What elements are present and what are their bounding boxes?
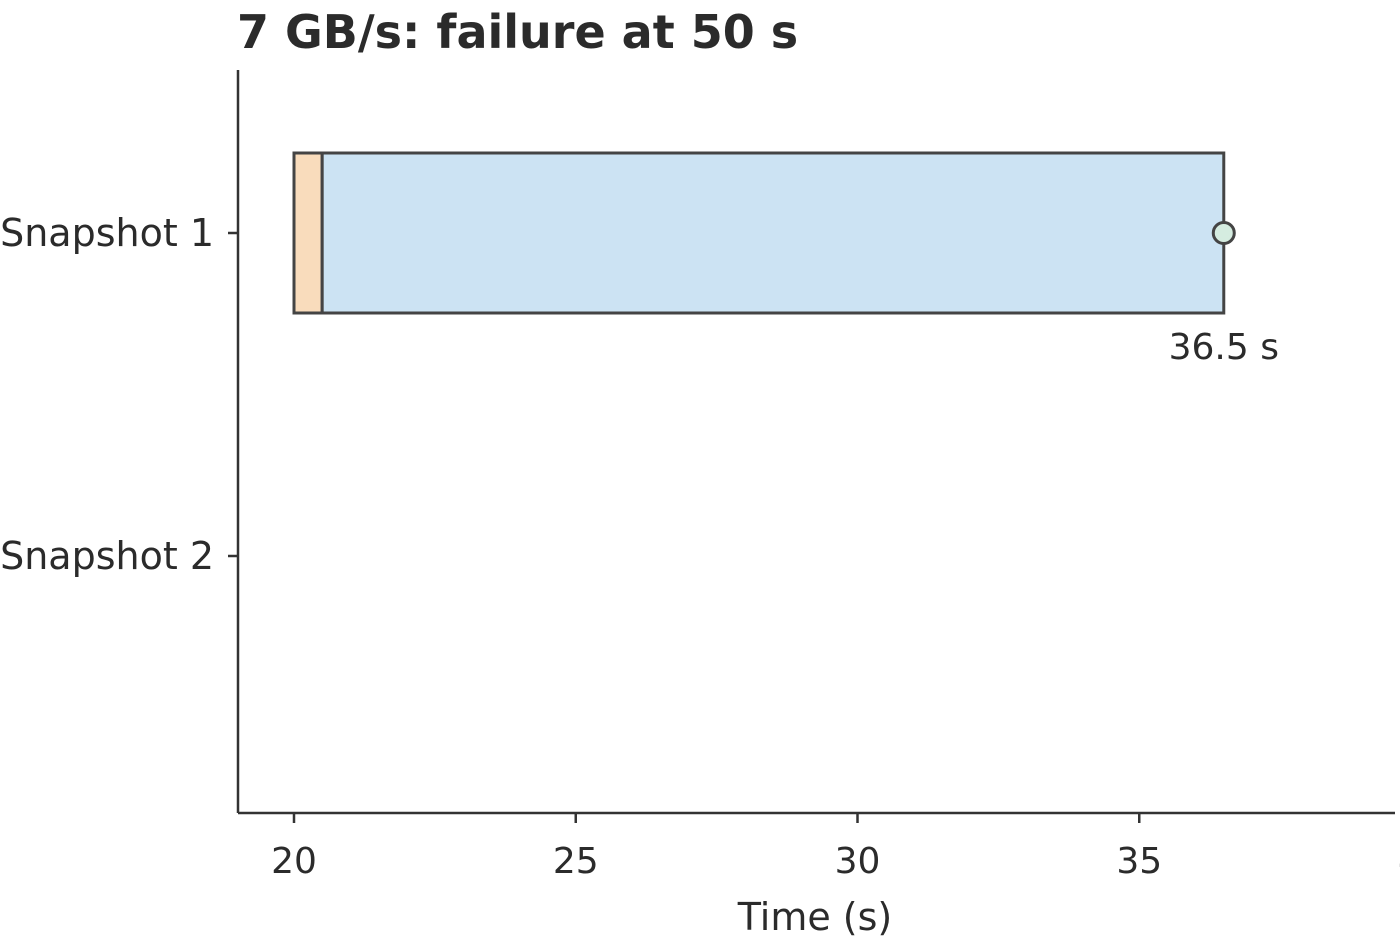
x-tick-label: 25	[553, 841, 599, 882]
x-tick-label: 20	[271, 841, 317, 882]
bars-group: 36.5 s56.5 s	[292, 151, 1279, 368]
x-axis-title: Time (s)	[737, 895, 893, 939]
prep-segment	[292, 151, 324, 315]
x-tick-label: 35	[1116, 841, 1162, 882]
x-tick-label: 40	[1398, 841, 1400, 882]
write-segment	[320, 151, 1226, 315]
chart-title: 7 GB/s: failure at 50 s	[237, 5, 798, 59]
y-category-label: Snapshot 1	[0, 211, 214, 255]
end-marker	[1211, 221, 1236, 245]
y-category-label: Snapshot 2	[0, 534, 214, 578]
end-time-label: 36.5 s	[1169, 327, 1279, 368]
x-tick-label: 30	[835, 841, 881, 882]
